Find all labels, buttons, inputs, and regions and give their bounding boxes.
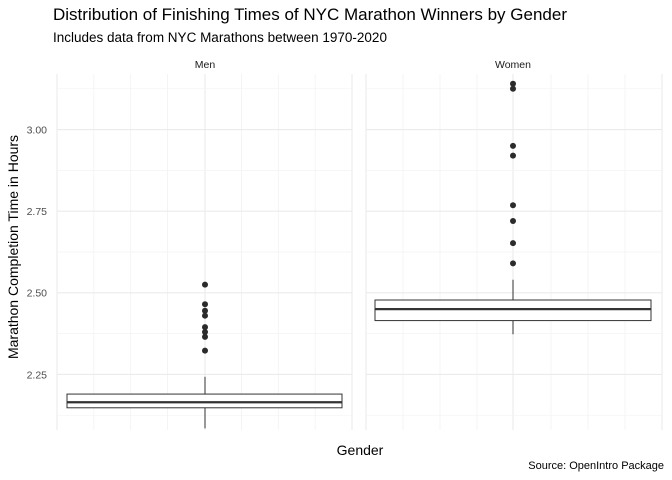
- facet-label: Women: [495, 59, 531, 71]
- outlier-point: [202, 329, 208, 336]
- outlier-point: [510, 260, 516, 267]
- y-axis: 2.25 2.50 2.75 3.00: [27, 124, 48, 381]
- outlier-point: [510, 80, 516, 87]
- y-tick-label: 2.50: [27, 288, 48, 300]
- outlier-point: [510, 85, 516, 92]
- outlier-point: [510, 142, 516, 149]
- outlier-point: [202, 307, 208, 314]
- outlier-point: [202, 347, 208, 354]
- facet-men: Men: [56, 59, 353, 430]
- chart-subtitle: Includes data from NYC Marathons between…: [53, 30, 387, 45]
- chart-caption: Source: OpenIntro Package: [528, 460, 664, 472]
- facet-label: Men: [195, 59, 216, 71]
- outlier-point: [202, 301, 208, 308]
- y-tick-label: 2.25: [27, 369, 48, 381]
- outlier-point: [202, 324, 208, 331]
- outlier-point: [202, 281, 208, 288]
- outlier-point: [202, 333, 208, 340]
- facet-women: Women: [365, 59, 663, 430]
- outlier-point: [202, 312, 208, 319]
- outlier-point: [510, 217, 516, 224]
- box-iqr: [374, 299, 652, 322]
- x-axis-title: Gender: [337, 442, 384, 458]
- outlier-point: [510, 152, 516, 159]
- y-tick-label: 3.00: [27, 124, 48, 136]
- box-iqr: [66, 393, 343, 409]
- y-axis-title: Marathon Completion Time in Hours: [5, 135, 21, 359]
- chart-title: Distribution of Finishing Times of NYC M…: [53, 5, 567, 24]
- outlier-point: [510, 202, 516, 209]
- outlier-point: [510, 240, 516, 247]
- y-tick-label: 2.75: [27, 206, 48, 218]
